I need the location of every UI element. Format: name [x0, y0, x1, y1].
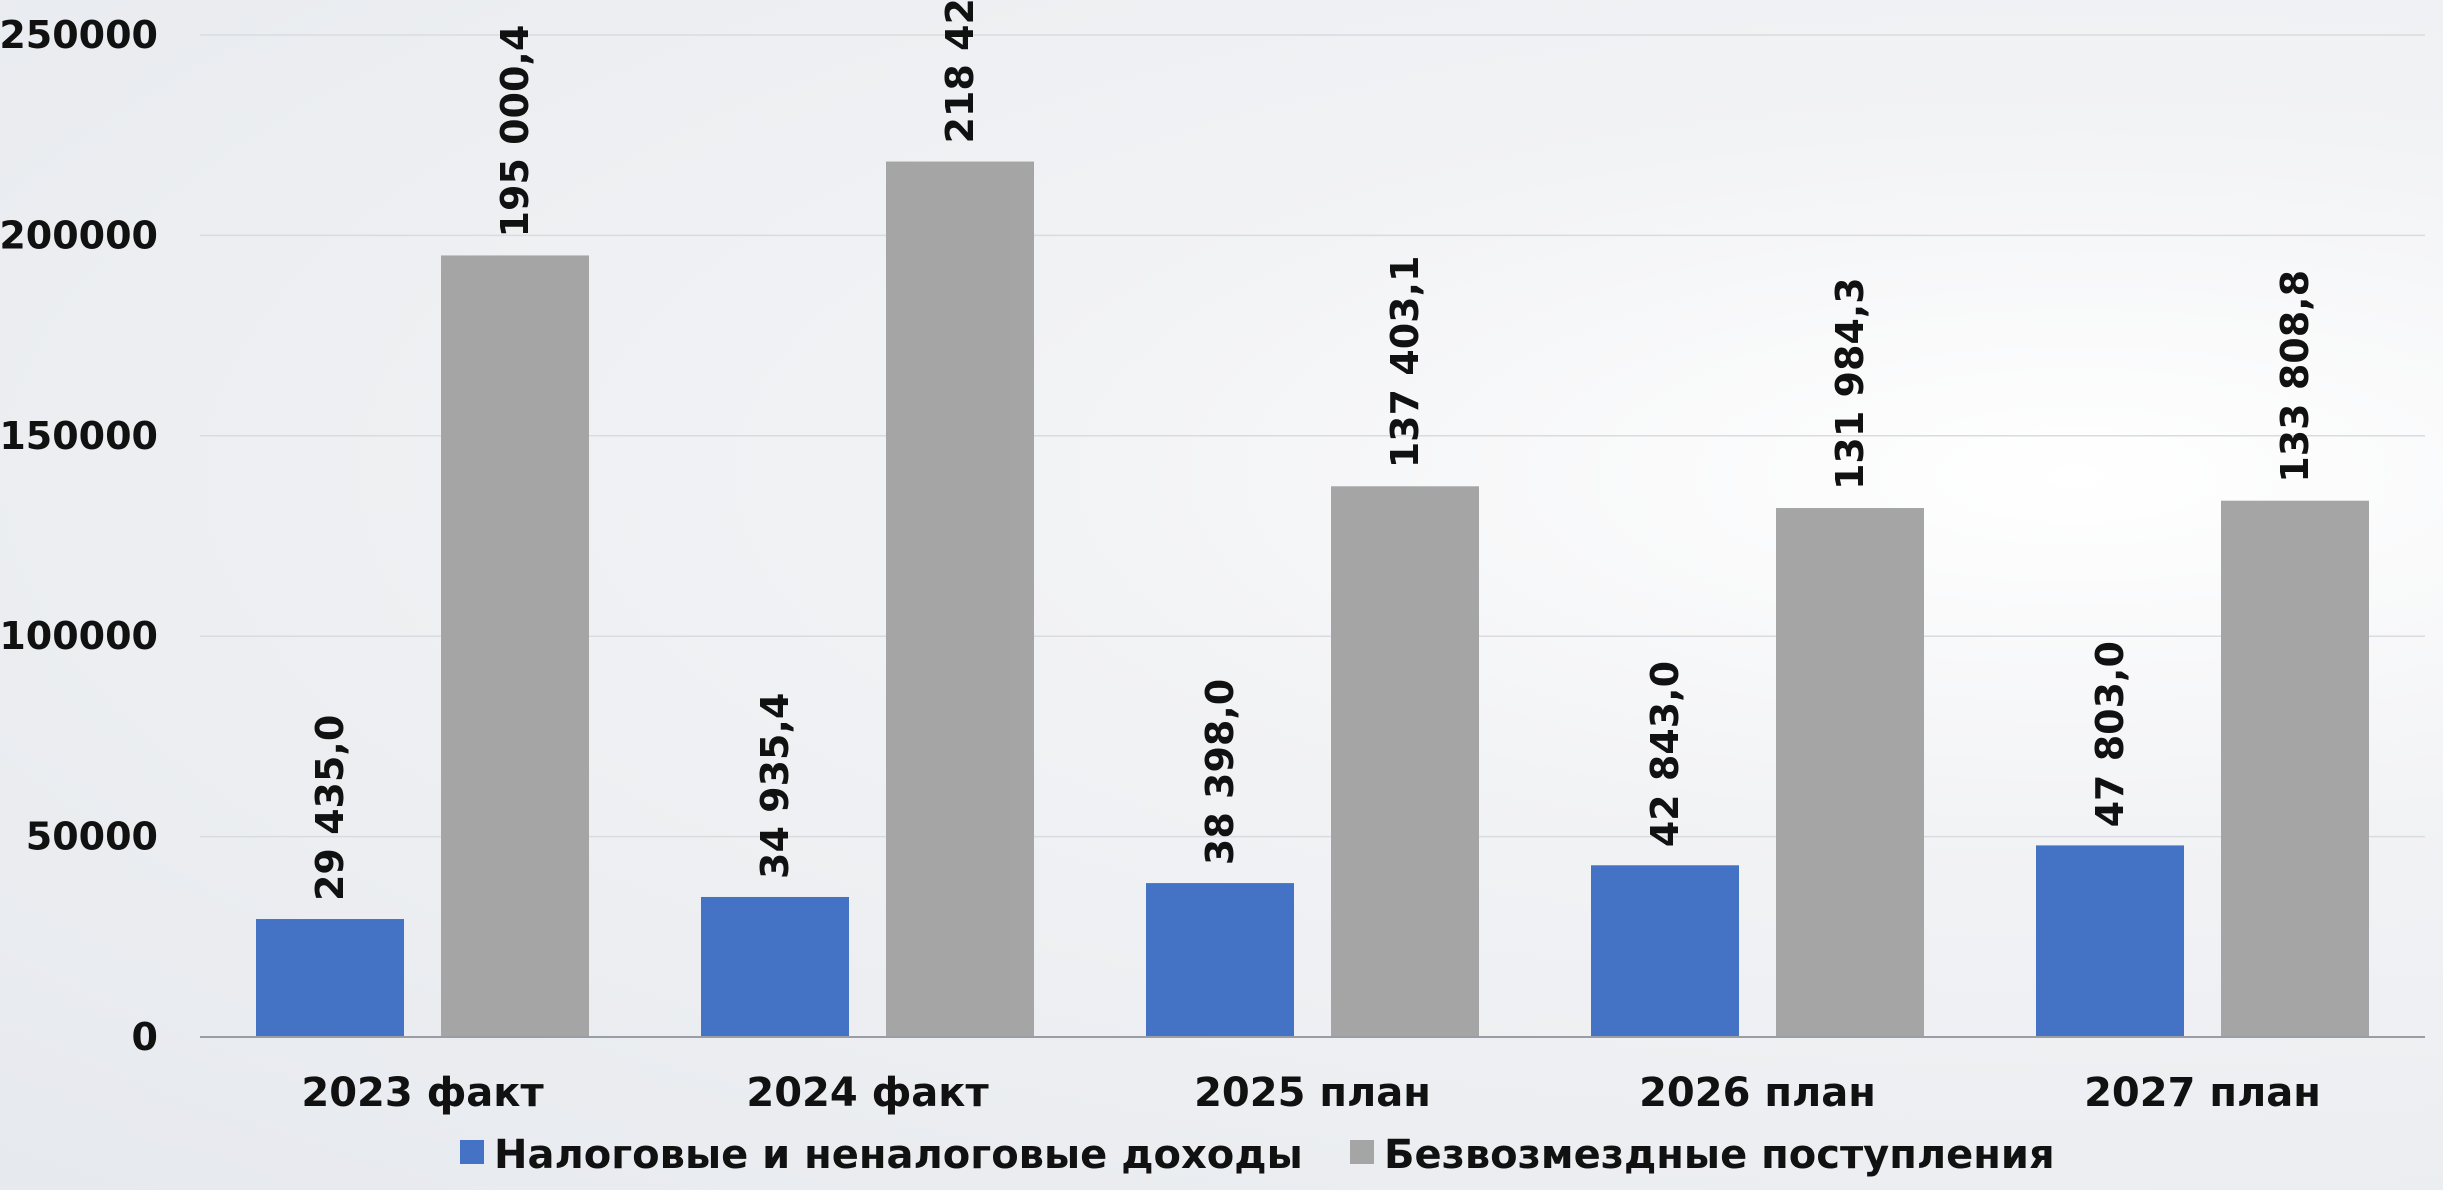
bar-series1-4 [1591, 865, 1739, 1037]
legend-item-1: Налоговые и неналоговые доходы [460, 1132, 1303, 1178]
legend-label: Безвозмездные поступления [1384, 1132, 2055, 1178]
data-label: 42 843,0 [1643, 661, 1687, 847]
x-tick-label: 2024 факт [746, 1070, 989, 1116]
x-axis: 2023 факт 2024 факт 2025 план 2026 план 2027… [301, 1070, 2321, 1116]
data-label: 29 435,0 [308, 715, 352, 901]
y-tick-label: 150000 [0, 414, 158, 458]
legend-swatch [1350, 1140, 1374, 1164]
bar-series2-4 [1776, 508, 1924, 1037]
bars [256, 161, 2369, 1038]
bar-series1-3 [1146, 883, 1294, 1037]
bar-series1-1 [256, 919, 404, 1037]
legend-swatch [460, 1140, 484, 1164]
legend-item-2: Безвозмездные поступления [1350, 1132, 2055, 1178]
bar-series2-1 [441, 255, 589, 1037]
data-label: 137 403,1 [1383, 256, 1427, 469]
data-label: 218 427,5 [938, 0, 982, 144]
y-tick-label: 0 [132, 1015, 158, 1059]
data-label: 38 398,0 [1198, 679, 1242, 865]
data-label: 131 984,3 [1828, 277, 1872, 490]
x-tick-label: 2025 план [1194, 1070, 1431, 1116]
x-tick-label: 2026 план [1639, 1070, 1876, 1116]
data-label: 195 000,4 [493, 25, 537, 238]
data-label: 34 935,4 [753, 693, 797, 879]
y-tick-label: 100000 [0, 614, 158, 658]
data-label: 133 808,8 [2273, 270, 2317, 483]
x-tick-label: 2023 факт [301, 1070, 544, 1116]
bar-series1-2 [701, 896, 849, 1037]
data-labels: 29 435,0 195 000,4 34 935,4 218 427,5 38 398… [308, 0, 2317, 901]
legend: Налоговые и неналоговые доходы Безвозмезд… [460, 1132, 2055, 1178]
y-axis: 0 50000 100000 150000 200000 250000 [0, 13, 158, 1059]
y-tick-label: 50000 [26, 815, 158, 859]
bar-series2-2 [886, 161, 1034, 1037]
y-tick-label: 200000 [0, 213, 158, 257]
data-label: 47 803,0 [2088, 641, 2132, 827]
bar-series2-5 [2221, 500, 2369, 1037]
y-tick-label: 250000 [0, 13, 158, 57]
legend-label: Налоговые и неналоговые доходы [494, 1132, 1303, 1178]
bar-series1-5 [2036, 845, 2184, 1037]
x-tick-label: 2027 план [2084, 1070, 2321, 1116]
bar-series2-3 [1331, 486, 1479, 1038]
